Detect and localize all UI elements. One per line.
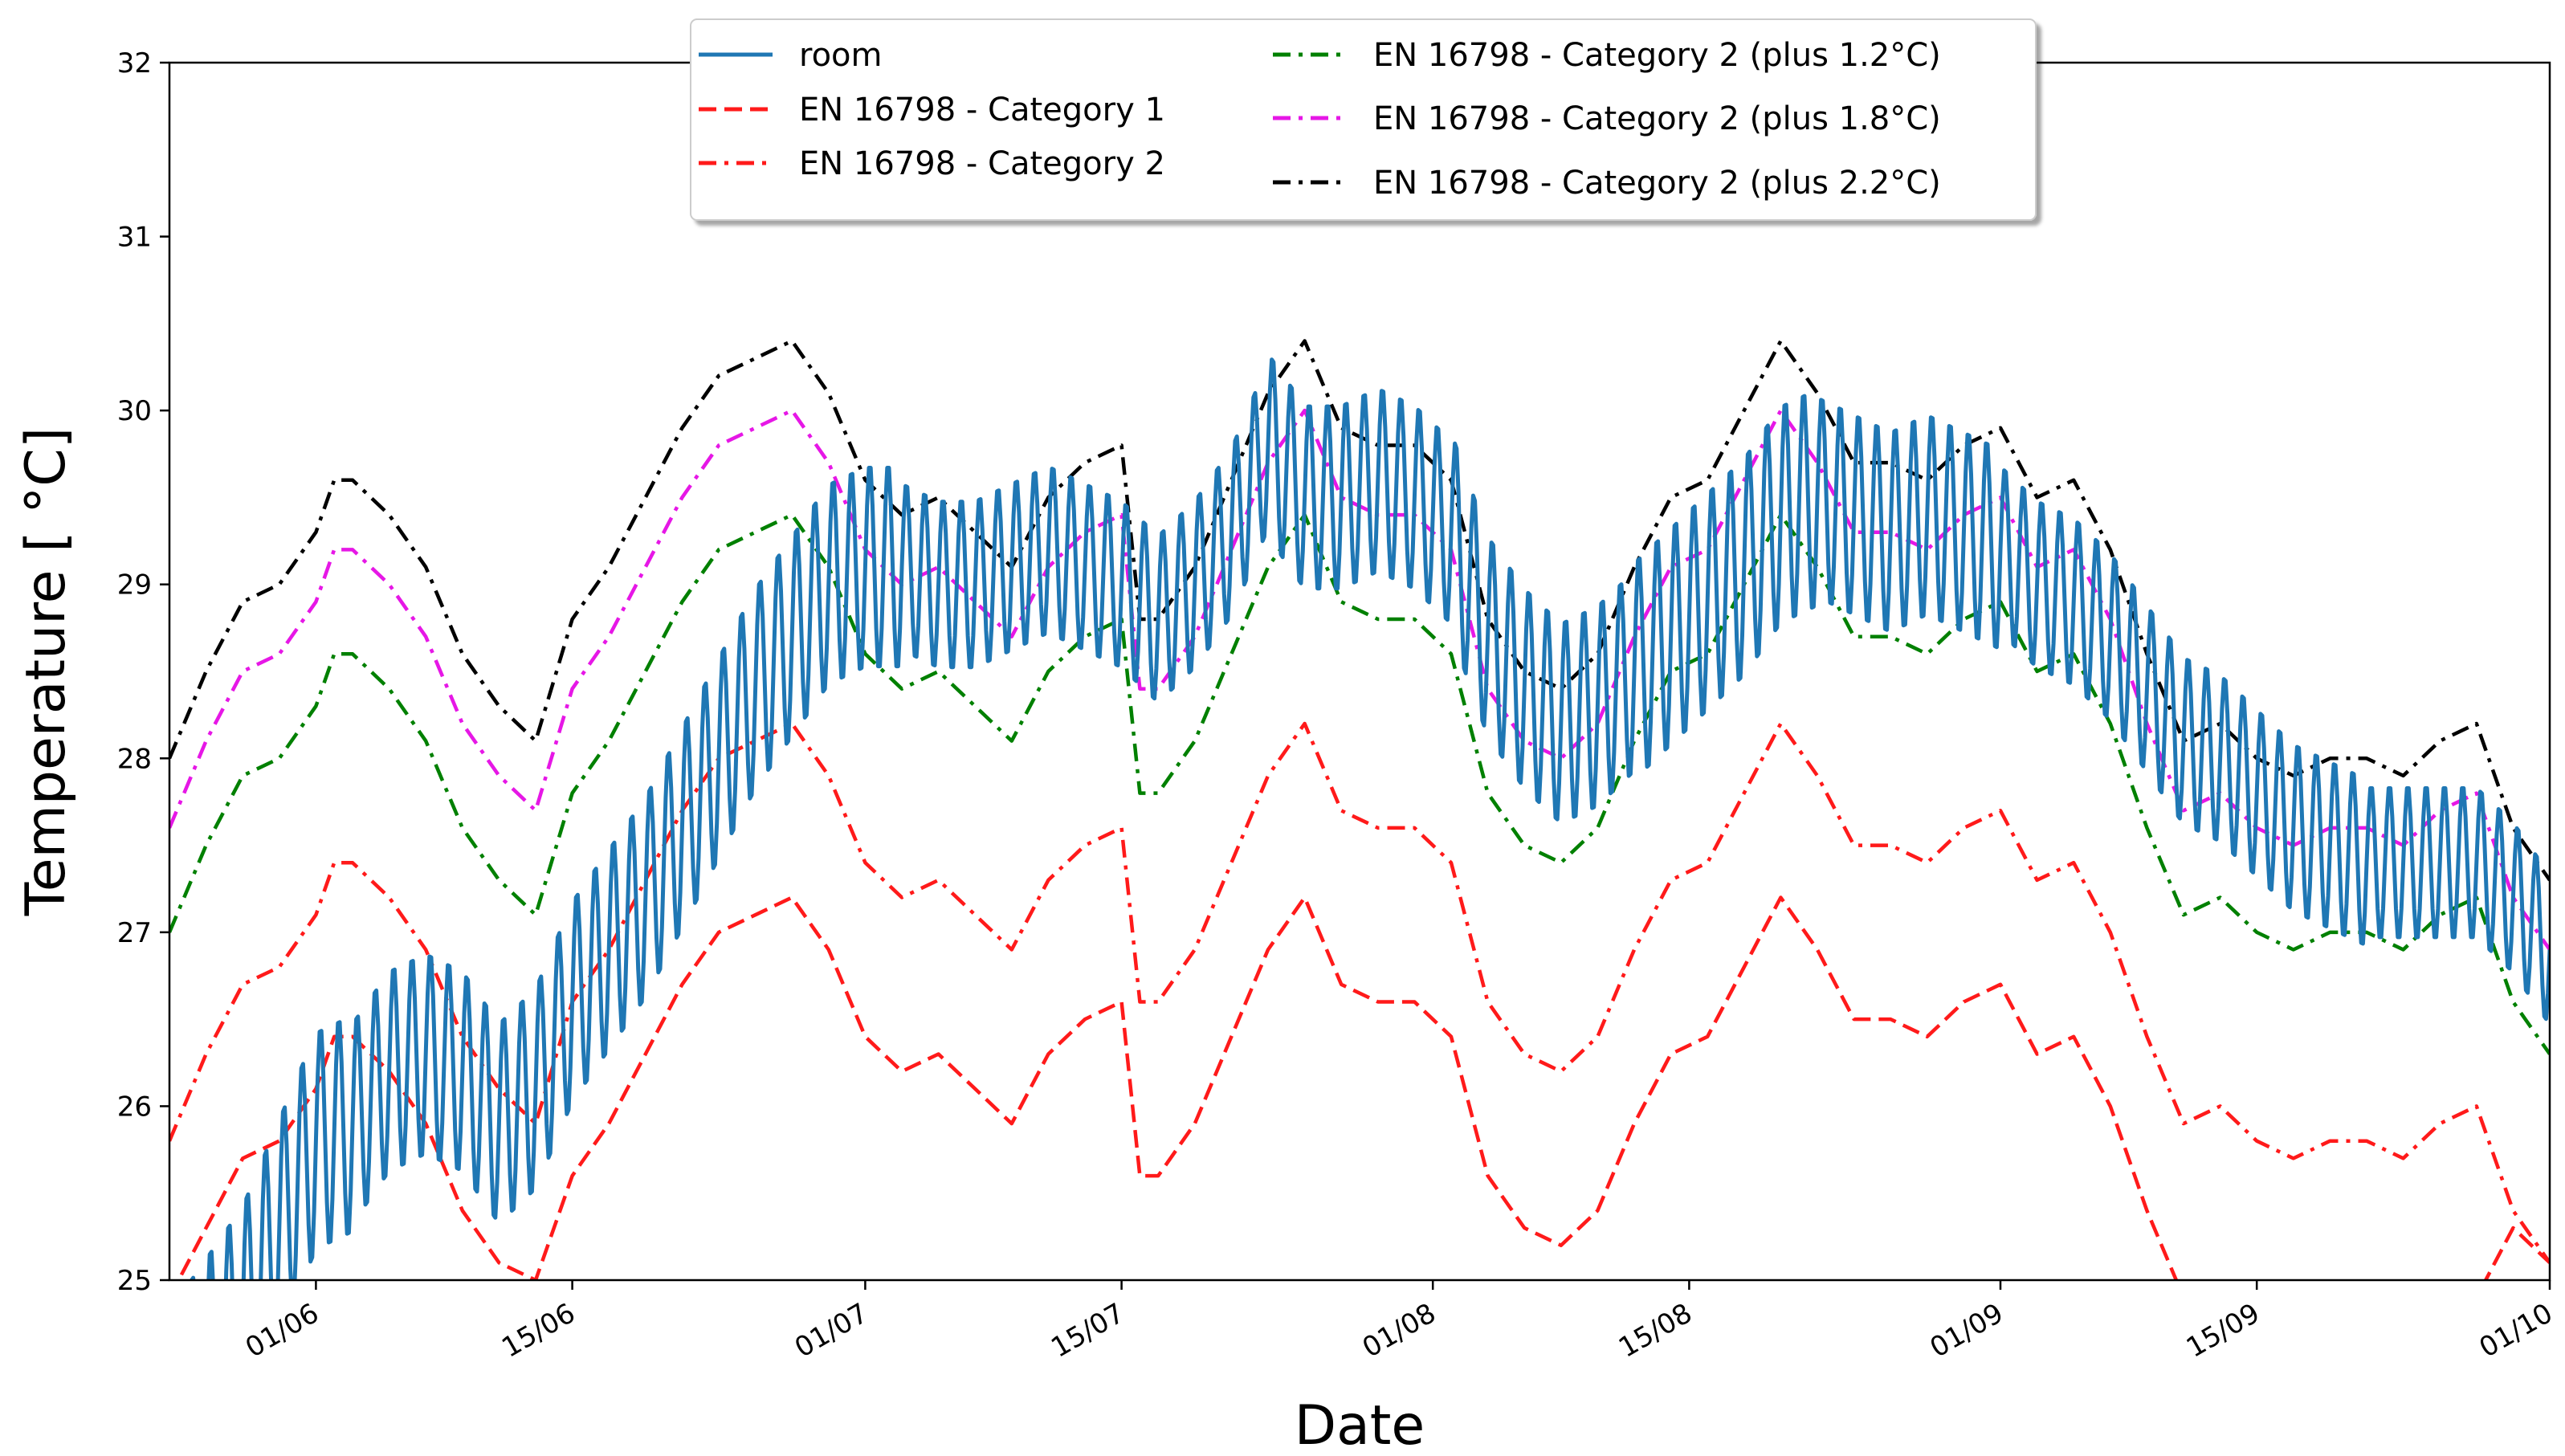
y-tick-label: 31: [117, 222, 152, 254]
y-axis: 25 26 27 28 29 30 31 32: [117, 47, 169, 1297]
y-tick-label: 26: [117, 1091, 152, 1123]
y-tick-label: 25: [117, 1265, 152, 1297]
legend-label-5: EN 16798 - Category 2 (plus 2.2°C): [1373, 165, 1941, 202]
legend-label-3: EN 16798 - Category 2 (plus 1.2°C): [1373, 37, 1941, 74]
x-tick-label: 01/06: [240, 1297, 324, 1364]
x-tick-label: 15/09: [2181, 1297, 2265, 1364]
series-line-0: [189, 357, 2550, 1280]
legend-label-2: EN 16798 - Category 2: [799, 145, 1165, 182]
legend-box: [690, 18, 2037, 221]
x-tick-label: 15/06: [496, 1297, 581, 1364]
series-line-3: [169, 512, 2550, 1055]
x-axis-title: Date: [1295, 1394, 1425, 1456]
x-tick-label: 15/07: [1046, 1297, 1130, 1364]
y-tick-label: 27: [117, 917, 152, 949]
legend: room EN 16798 - Category 1 EN 16798 - Cate…: [690, 18, 2037, 221]
legend-label-0: room: [799, 37, 882, 74]
x-tick-label: 01/07: [789, 1297, 874, 1364]
x-axis: 01/06 15/06 01/07 15/07 01/08 15/08 01/09 15/09…: [240, 1280, 2559, 1364]
series-line-5: [169, 339, 2550, 882]
series-layer: [169, 339, 2550, 1280]
x-tick-label: 01/09: [1925, 1297, 2009, 1364]
y-tick-label: 32: [117, 47, 152, 80]
legend-label-1: EN 16798 - Category 1: [799, 92, 1165, 128]
y-tick-label: 29: [117, 569, 152, 602]
series-line-1: [176, 895, 2550, 1280]
y-tick-label: 28: [117, 743, 152, 775]
x-tick-label: 01/08: [1357, 1297, 1442, 1364]
y-axis-title: Temperature [ °C]: [14, 427, 78, 917]
y-tick-label: 30: [117, 395, 152, 427]
legend-label-4: EN 16798 - Category 2 (plus 1.8°C): [1373, 100, 1941, 137]
x-tick-label: 01/10: [2474, 1297, 2559, 1364]
series-line-2: [169, 721, 2550, 1264]
x-tick-label: 15/08: [1613, 1297, 1698, 1364]
